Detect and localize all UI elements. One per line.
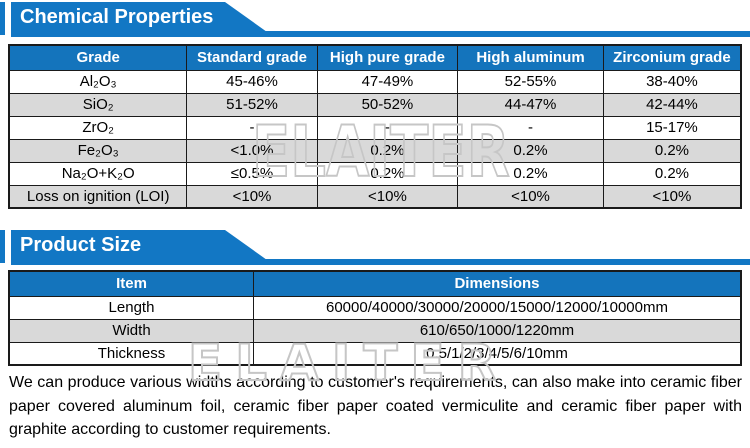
grade-cell: Na₂O+K₂O [8, 161, 188, 186]
item-cell: Width [8, 318, 254, 343]
table-row: Loss on ignition (LOI) <10% <10% <10% <1… [8, 184, 742, 209]
product-size-table: Item Dimensions Length 60000/40000/30000… [8, 270, 742, 366]
value-cell: 0.2% [316, 138, 459, 163]
table-row: ZrO₂ - - - 15-17% [8, 115, 742, 140]
value-cell: 15-17% [602, 115, 742, 140]
banner-accent-bar [0, 230, 5, 263]
section-banner-chemical-properties: Chemical Properties [0, 1, 750, 37]
value-cell: 52-55% [457, 69, 604, 94]
value-cell: 0.2% [602, 161, 742, 186]
chemical-properties-table: Grade Standard grade High pure grade Hig… [8, 44, 742, 209]
value-cell: 0.2% [457, 161, 604, 186]
item-cell: Thickness [8, 341, 254, 366]
banner-underline-strip [11, 259, 750, 265]
value-cell: <10% [316, 184, 459, 209]
table-row: Width 610/650/1000/1220mm [8, 318, 742, 343]
table-header-row: Item Dimensions [8, 270, 742, 297]
table-row: Na₂O+K₂O ≤0.5% 0.2% 0.2% 0.2% [8, 161, 742, 186]
banner-accent-bar [0, 2, 5, 35]
item-cell: Length [8, 295, 254, 320]
dimensions-cell: 60000/40000/30000/20000/15000/12000/1000… [252, 295, 742, 320]
chemical-properties-title: Chemical Properties [20, 6, 214, 28]
value-cell: <10% [457, 184, 604, 209]
table-row: Al₂O₃ 45-46% 47-49% 52-55% 38-40% [8, 69, 742, 94]
value-cell: 38-40% [602, 69, 742, 94]
grade-cell: SiO₂ [8, 92, 188, 117]
table-row: Fe₂O₃ <1.0% 0.2% 0.2% 0.2% [8, 138, 742, 163]
value-cell: 0.2% [316, 161, 459, 186]
value-cell: 50-52% [316, 92, 459, 117]
banner-underline-strip [11, 31, 750, 37]
footer-note: We can produce various widths according … [9, 374, 742, 438]
grade-cell: Loss on ignition (LOI) [8, 184, 188, 209]
banner-title-block: Chemical Properties [11, 2, 267, 32]
column-header-high-aluminum: High aluminum [457, 44, 604, 71]
value-cell: ≤0.5% [186, 161, 318, 186]
value-cell: 0.2% [602, 138, 742, 163]
grade-cell: Al₂O₃ [8, 69, 188, 94]
value-cell: 45-46% [186, 69, 318, 94]
table-header-row: Grade Standard grade High pure grade Hig… [8, 44, 742, 71]
column-header-standard-grade: Standard grade [186, 44, 318, 71]
column-header-high-pure-grade: High pure grade [316, 44, 459, 71]
banner-title-block: Product Size [11, 230, 267, 260]
product-size-title: Product Size [20, 234, 142, 256]
table-row: SiO₂ 51-52% 50-52% 44-47% 42-44% [8, 92, 742, 117]
value-cell: - [316, 115, 459, 140]
table-row: Length 60000/40000/30000/20000/15000/120… [8, 295, 742, 320]
dimensions-cell: 610/650/1000/1220mm [252, 318, 742, 343]
value-cell: - [457, 115, 604, 140]
table-row: Thickness 0.5/1/2/3/4/5/6/10mm [8, 341, 742, 366]
value-cell: <10% [186, 184, 318, 209]
section-banner-product-size: Product Size [0, 229, 750, 265]
value-cell: <1.0% [186, 138, 318, 163]
value-cell: 44-47% [457, 92, 604, 117]
value-cell: 42-44% [602, 92, 742, 117]
value-cell: 0.2% [457, 138, 604, 163]
value-cell: 51-52% [186, 92, 318, 117]
column-header-zirconium-grade: Zirconium grade [602, 44, 742, 71]
value-cell: <10% [602, 184, 742, 209]
grade-cell: ZrO₂ [8, 115, 188, 140]
column-header-item: Item [8, 270, 254, 297]
grade-cell: Fe₂O₃ [8, 138, 188, 163]
value-cell: 47-49% [316, 69, 459, 94]
value-cell: - [186, 115, 318, 140]
dimensions-cell: 0.5/1/2/3/4/5/6/10mm [252, 341, 742, 366]
column-header-grade: Grade [8, 44, 188, 71]
column-header-dimensions: Dimensions [252, 270, 742, 297]
